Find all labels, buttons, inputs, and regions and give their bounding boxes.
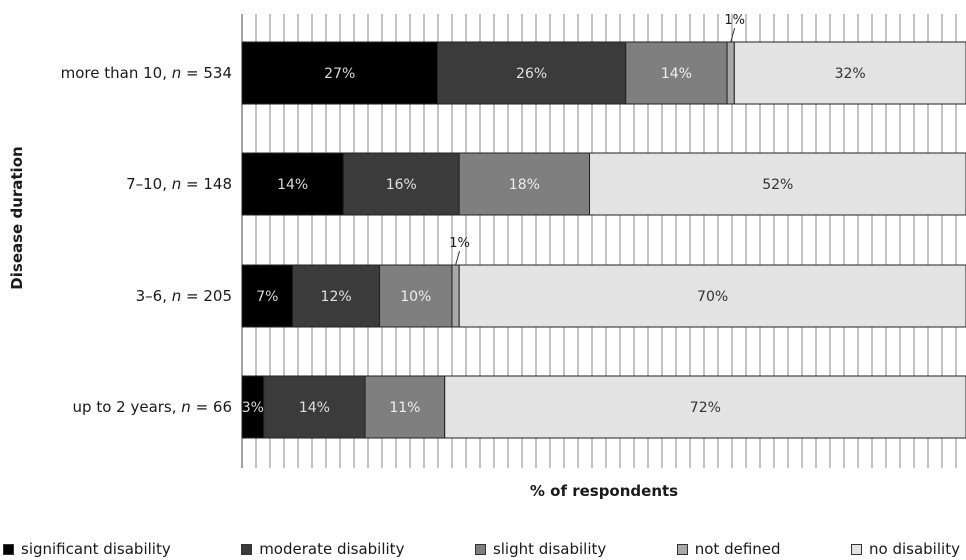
data-label: 32% <box>835 66 866 82</box>
bar-segment-moderate-disability <box>292 264 381 328</box>
category-label: up to 2 years, n = 66 <box>73 398 232 416</box>
category-label: more than 10, n = 534 <box>61 64 232 82</box>
bar-segment-significant-disability <box>241 264 294 328</box>
y-axis-title: Disease duration <box>8 146 26 289</box>
bar-segment-no-disability <box>444 375 966 439</box>
legend-item: slight disability <box>474 540 607 558</box>
category-labels: more than 10, n = 534 7–10, n = 148 3–6, n… <box>61 64 232 416</box>
data-label: 12% <box>321 289 352 305</box>
x-axis-title: % of respondents <box>530 482 678 500</box>
legend-label: no disability <box>869 540 960 558</box>
leader-line <box>455 250 461 266</box>
bar-segment-moderate-disability <box>436 41 627 105</box>
legend-label: moderate disability <box>259 540 405 558</box>
legend-swatch <box>3 543 14 555</box>
data-label: 72% <box>690 400 721 416</box>
legend-label: slight disability <box>492 540 607 558</box>
data-label: 14% <box>299 400 330 416</box>
data-label: 52% <box>762 177 793 193</box>
data-label: 18% <box>509 177 540 193</box>
data-label: 3% <box>242 400 264 416</box>
bar-segment-no-disability <box>733 41 966 105</box>
data-label: 7% <box>256 289 278 305</box>
data-label: 10% <box>400 289 431 305</box>
legend-swatch <box>676 543 688 555</box>
legend-swatch <box>851 543 863 555</box>
data-label: 14% <box>661 66 692 82</box>
bar-segment-slight-disability <box>379 264 453 328</box>
stacked-bar-chart: 27% 26% 14% 1% 32% 14% 16% 18% 52% 7% 12% 10% 1% 70% 3… <box>8 13 966 500</box>
bar-segment-slight-disability <box>458 152 591 216</box>
bars: 27% 26% 14% 1% 32% 14% 16% 18% 52% 7% 12% 10% 1% 70% 3… <box>241 13 966 439</box>
legend-label: significant disability <box>21 540 171 558</box>
legend-item: no disability <box>851 540 960 558</box>
category-label: 7–10, n = 148 <box>126 175 232 193</box>
legend-swatch <box>241 543 253 555</box>
legend-swatch <box>474 543 486 555</box>
bar-segment-not-defined <box>451 264 460 328</box>
bar-segment-no-disability <box>589 152 966 216</box>
category-label: 3–6, n = 205 <box>136 287 232 305</box>
data-label: 16% <box>386 177 417 193</box>
data-label: 1% <box>724 13 745 28</box>
legend-label: not defined <box>694 540 781 558</box>
legend-item: not defined <box>676 540 781 558</box>
bar-segment-not-defined <box>726 41 735 105</box>
data-label: 70% <box>697 289 728 305</box>
legend-item: significant disability <box>3 540 171 558</box>
bar-segment-slight-disability <box>364 375 446 439</box>
bar-segment-no-disability <box>458 264 966 328</box>
legend-item: moderate disability <box>241 540 404 558</box>
data-label: 27% <box>324 66 355 82</box>
data-label: 1% <box>449 236 470 251</box>
bar-segment-significant-disability <box>241 41 438 105</box>
legend: significant disability moderate disabilit… <box>0 538 966 560</box>
data-label: 14% <box>277 177 308 193</box>
data-label: 26% <box>516 66 547 82</box>
leader-line <box>730 27 736 43</box>
data-label: 11% <box>389 400 420 416</box>
